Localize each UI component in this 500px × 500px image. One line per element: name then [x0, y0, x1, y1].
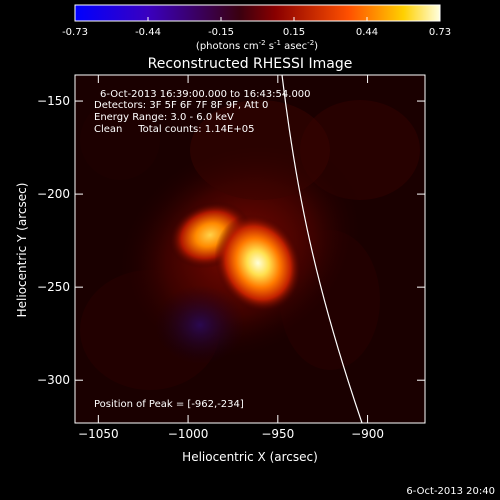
x-tick-label: −950: [261, 427, 294, 441]
x-axis-label: Heliocentric X (arcsec): [182, 450, 318, 464]
y-tick-label: −200: [37, 187, 70, 201]
y-axis-label: Heliocentric Y (arcsec): [15, 183, 29, 318]
y-tick-label: −300: [37, 373, 70, 387]
chart-title: Reconstructed RHESSI Image: [148, 56, 353, 72]
y-tick-label: −250: [37, 280, 70, 294]
colorbar-tick-label: 0.73: [429, 27, 451, 38]
main-source: [214, 214, 302, 312]
colorbar-ticks: -0.73 -0.44 -0.15 0.15 0.44 0.73: [62, 17, 451, 38]
colorbar-tick-label: 0.15: [283, 27, 305, 38]
x-tick-label: −900: [351, 427, 384, 441]
colorbar-units: (photons cm-2 s-1 asec-2): [196, 39, 318, 52]
observation-info: 6-Oct-2013 16:39:00.000 to 16:43:54.000 …: [94, 89, 311, 135]
y-tick-label: −150: [37, 94, 70, 108]
plot-frame: [74, 74, 426, 424]
clean-counts: Clean Total counts: 1.14E+05: [94, 124, 254, 135]
energy-range: Energy Range: 3.0 - 6.0 keV: [94, 112, 234, 123]
colorbar-tick-label: -0.73: [62, 27, 88, 38]
colorbar-tick-label: -0.44: [135, 27, 161, 38]
colorbar-tick-label: -0.15: [208, 27, 234, 38]
footer-date: 6-Oct-2013 20:40: [406, 486, 495, 497]
solar-limb: [281, 75, 363, 423]
colorbar-tick-label: 0.44: [356, 27, 378, 38]
colorbar: [74, 4, 441, 22]
plot-area: [75, 75, 425, 423]
x-tick-label: −1000: [168, 427, 209, 441]
time-range: 6-Oct-2013 16:39:00.000 to 16:43:54.000: [100, 89, 311, 100]
y-axis-ticks: −150 −200 −250 −300: [37, 94, 425, 387]
x-axis-ticks: −1050 −1000 −950 −900: [78, 75, 384, 441]
x-tick-label: −1050: [78, 427, 119, 441]
detectors: Detectors: 3F 5F 6F 7F 8F 9F, Att 0: [94, 100, 268, 111]
peak-position: Position of Peak = [-962,-234]: [94, 399, 244, 410]
